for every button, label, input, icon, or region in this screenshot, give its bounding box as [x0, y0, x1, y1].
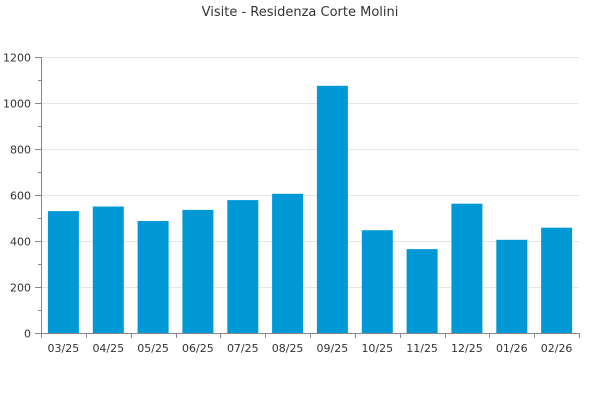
bar [182, 209, 214, 333]
y-tick-label: 400 [10, 236, 31, 249]
bar [451, 203, 483, 333]
y-tick-label: 1200 [3, 52, 31, 65]
grid-lines [41, 57, 579, 288]
x-tick-label: 03/25 [48, 342, 80, 355]
x-tick-label: 07/25 [227, 342, 259, 355]
y-tick-label: 600 [10, 190, 31, 203]
bar [541, 227, 573, 333]
bars [47, 85, 573, 334]
x-tick-label: 04/25 [92, 342, 124, 355]
y-tick-label: 1000 [3, 98, 31, 111]
y-axis: 0 200 400 600 800 1000 1200 [3, 52, 42, 341]
y-tick-label: 0 [24, 328, 31, 341]
bar [361, 230, 393, 333]
x-tick-label: 06/25 [182, 342, 214, 355]
bar [316, 85, 348, 334]
x-tick-label: 01/26 [496, 342, 528, 355]
bar [92, 206, 124, 333]
y-tick-label: 200 [10, 282, 31, 295]
x-tick-label: 09/25 [317, 342, 349, 355]
x-tick-label: 02/26 [541, 342, 573, 355]
bar [137, 221, 169, 333]
x-axis: 03/25 04/25 05/25 06/25 07/25 08/25 09/25 10/25… [41, 333, 580, 355]
x-tick-label: 05/25 [137, 342, 169, 355]
bar [496, 239, 528, 333]
bar [47, 211, 79, 333]
y-tick-label: 800 [10, 144, 31, 157]
bar [227, 200, 259, 333]
x-tick-label: 12/25 [451, 342, 483, 355]
chart-title: Visite - Residenza Corte Molini [202, 5, 399, 20]
x-tick-label: 08/25 [272, 342, 304, 355]
bar [406, 249, 438, 333]
bar [272, 193, 304, 333]
x-tick-label: 10/25 [361, 342, 393, 355]
x-tick-label: 11/25 [406, 342, 438, 355]
